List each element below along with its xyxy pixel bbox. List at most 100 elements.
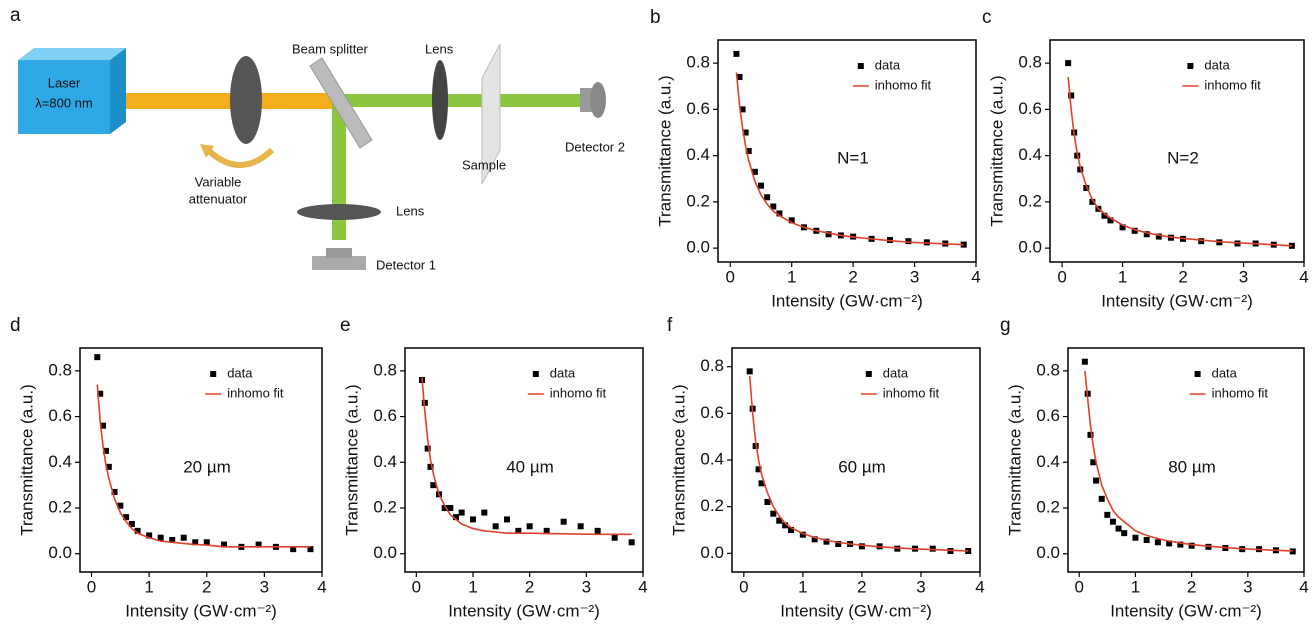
data-point bbox=[146, 532, 153, 539]
detector-label: Detector 1 bbox=[376, 257, 436, 272]
y-axis-label: Transmittance (a.u.) bbox=[655, 75, 674, 226]
x-tick-label: 2 bbox=[1178, 267, 1187, 286]
panel-letter: f bbox=[667, 315, 673, 336]
data-point bbox=[751, 168, 758, 175]
beam-splitter bbox=[309, 57, 373, 149]
data-point bbox=[764, 499, 771, 505]
data-point bbox=[1119, 224, 1126, 231]
data-point bbox=[134, 527, 141, 534]
y-axis-label: Transmittance (a.u.) bbox=[17, 384, 36, 535]
y-tick-label: 0.8 bbox=[700, 356, 724, 375]
data-point bbox=[770, 203, 777, 210]
y-tick-label: 0.2 bbox=[1036, 497, 1060, 516]
data-point bbox=[858, 543, 865, 550]
lens-label: Lens bbox=[425, 41, 454, 56]
data-point bbox=[776, 210, 783, 217]
data-point bbox=[105, 463, 112, 470]
data-point bbox=[1081, 358, 1088, 365]
chart-panel: f 0 1 2 3 4 0.0 0.2 0.4 0.6 0.8 Intensity (GW·cm⁻²)… bbox=[667, 315, 985, 620]
data-point bbox=[1115, 525, 1122, 532]
data-point bbox=[788, 527, 795, 533]
data-point bbox=[742, 129, 749, 136]
x-tick-label: 4 bbox=[1299, 267, 1308, 286]
laser-front bbox=[18, 60, 110, 134]
data-point bbox=[543, 527, 550, 534]
data-point bbox=[1098, 495, 1105, 502]
y-tick-label: 0.8 bbox=[1018, 53, 1042, 72]
y-tick-label: 0.6 bbox=[686, 99, 710, 118]
data-point bbox=[100, 422, 107, 429]
data-point bbox=[736, 74, 743, 80]
data-point bbox=[746, 368, 753, 375]
data-point bbox=[169, 537, 176, 543]
data-point bbox=[1198, 238, 1205, 245]
annotation: 60 µm bbox=[838, 457, 886, 476]
data-point bbox=[123, 514, 130, 521]
panel-letter: d bbox=[10, 315, 21, 336]
y-axis-label: Transmittance (a.u.) bbox=[1005, 384, 1024, 535]
data-point bbox=[453, 514, 459, 521]
x-axis-label: Intensity (GW·cm⁻²) bbox=[125, 601, 277, 620]
sample-label: Sample bbox=[462, 157, 506, 172]
y-axis-label: Transmittance (a.u.) bbox=[669, 384, 688, 535]
plot-frame bbox=[79, 347, 323, 573]
laser-side bbox=[110, 48, 126, 134]
data-point bbox=[1090, 459, 1097, 466]
data-point bbox=[1089, 198, 1096, 205]
y-tick-label: 0.6 bbox=[1018, 99, 1042, 118]
data-point bbox=[1101, 212, 1108, 219]
data-point bbox=[758, 182, 764, 189]
fit-line bbox=[1084, 370, 1293, 552]
attenuator-label: attenuator bbox=[189, 191, 248, 206]
wavelength-label: λ=800 nm bbox=[35, 95, 92, 110]
annotation: 80 µm bbox=[1168, 457, 1216, 476]
x-tick-label: 0 bbox=[87, 577, 96, 596]
rotation-arrow bbox=[205, 147, 275, 168]
plot-frame bbox=[1067, 347, 1305, 573]
laser-label: Laser bbox=[48, 75, 81, 90]
y-tick-label: 0.0 bbox=[48, 543, 72, 562]
y-tick-label: 0.0 bbox=[686, 238, 710, 257]
data-point bbox=[441, 505, 448, 511]
data-point bbox=[611, 534, 618, 541]
x-tick-label: 2 bbox=[525, 577, 534, 596]
x-axis-label: Intensity (GW·cm⁻²) bbox=[448, 601, 600, 620]
plot-frame bbox=[404, 347, 644, 573]
data-point bbox=[221, 541, 228, 548]
y-tick-label: 0.4 bbox=[686, 145, 710, 164]
data-point bbox=[1093, 477, 1100, 484]
data-point bbox=[128, 521, 135, 527]
x-tick-label: 2 bbox=[1187, 577, 1196, 596]
x-tick-label: 4 bbox=[317, 577, 326, 596]
data-point bbox=[594, 527, 601, 534]
data-point bbox=[799, 531, 806, 538]
legend-swatch bbox=[532, 371, 539, 377]
data-point bbox=[1155, 233, 1162, 240]
fit-line bbox=[735, 72, 964, 246]
legend-label: data bbox=[227, 365, 253, 380]
lens bbox=[432, 60, 448, 140]
x-tick-label: 3 bbox=[1243, 577, 1252, 596]
legend-label: inhomo fit bbox=[883, 385, 940, 400]
x-tick-label: 4 bbox=[975, 577, 984, 596]
detector bbox=[590, 82, 606, 118]
legend-label: data bbox=[1204, 57, 1230, 72]
y-tick-label: 0.0 bbox=[1018, 238, 1042, 257]
y-tick-label: 0.6 bbox=[48, 406, 72, 425]
data-point bbox=[1289, 548, 1296, 555]
annotation: 40 µm bbox=[506, 457, 554, 476]
x-axis-label: Intensity (GW·cm⁻²) bbox=[780, 601, 932, 620]
data-point bbox=[481, 509, 488, 516]
y-tick-label: 0.0 bbox=[700, 543, 724, 562]
data-point bbox=[929, 545, 936, 552]
data-point bbox=[1166, 540, 1173, 547]
data-point bbox=[628, 539, 635, 546]
annotation: N=1 bbox=[837, 148, 869, 167]
data-point bbox=[515, 527, 522, 534]
data-point bbox=[1109, 518, 1116, 525]
data-point bbox=[770, 510, 777, 517]
data-point bbox=[430, 482, 437, 489]
legend-label: data bbox=[883, 365, 909, 380]
chart-panel: g 0 1 2 3 4 0.0 0.2 0.4 0.6 0.8 Intensity (GW·cm⁻²)… bbox=[1000, 315, 1309, 620]
data-point bbox=[111, 489, 118, 495]
